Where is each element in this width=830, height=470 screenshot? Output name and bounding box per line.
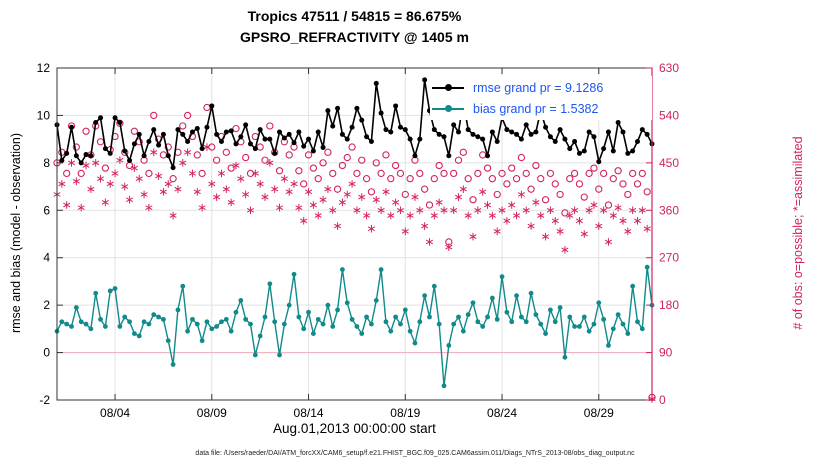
svg-text:08/24: 08/24 <box>487 406 517 420</box>
data-file-caption: data file: /Users/raeder/DAI/ATM_forcXX/… <box>195 450 635 457</box>
grid-lines <box>57 67 652 401</box>
svg-text:12: 12 <box>37 61 51 75</box>
svg-text:450: 450 <box>659 156 679 170</box>
svg-text:08/14: 08/14 <box>294 406 324 420</box>
legend-label-bias: bias grand pr = 1.5382 <box>473 101 599 116</box>
right-axis-label: # of obs: o=possible; *=assimilated <box>791 136 805 330</box>
svg-text:0: 0 <box>43 346 50 360</box>
svg-text:-2: -2 <box>39 393 50 407</box>
svg-text:8: 8 <box>43 156 50 170</box>
svg-text:540: 540 <box>659 108 679 122</box>
possible-scatter <box>53 103 656 402</box>
legend-item-rmse: rmse grand pr = 9.1286 <box>430 77 652 98</box>
svg-text:08/19: 08/19 <box>390 406 420 420</box>
bias-line-sample-icon <box>430 104 466 114</box>
chart-subtitle: GPSRO_REFRACTIVITY @ 1405 m <box>240 29 469 45</box>
svg-text:180: 180 <box>659 298 679 312</box>
svg-text:0: 0 <box>659 393 666 407</box>
svg-text:08/04: 08/04 <box>100 406 130 420</box>
svg-text:270: 270 <box>659 251 679 265</box>
tick-labels: 08/04 08/09 08/14 08/19 08/24 08/29 -2 0 2 4 6 8 10 1… <box>37 61 680 420</box>
chart-title: Tropics 47511 / 54815 = 86.675% <box>247 8 462 24</box>
legend-label-rmse: rmse grand pr = 9.1286 <box>473 80 604 95</box>
svg-text:630: 630 <box>659 61 679 75</box>
legend: rmse grand pr = 9.1286 bias grand pr = 1… <box>430 76 652 120</box>
svg-text:10: 10 <box>37 108 51 122</box>
left-axis-label: rmse and bias (model - observation) <box>9 132 23 334</box>
rmse-line-sample-icon <box>430 83 466 93</box>
svg-text:4: 4 <box>43 251 50 265</box>
x-axis-label: Aug.01,2013 00:00:00 start <box>273 421 436 436</box>
svg-text:90: 90 <box>659 346 673 360</box>
svg-text:6: 6 <box>43 203 50 217</box>
axis-box <box>56 67 653 401</box>
legend-item-bias: bias grand pr = 1.5382 <box>430 98 652 119</box>
svg-text:2: 2 <box>43 298 50 312</box>
svg-text:360: 360 <box>659 203 679 217</box>
svg-text:08/09: 08/09 <box>197 406 227 420</box>
rmse-series <box>54 77 655 171</box>
bias-series <box>54 264 655 389</box>
svg-text:08/29: 08/29 <box>584 406 614 420</box>
assimilated-scatter <box>53 143 656 403</box>
